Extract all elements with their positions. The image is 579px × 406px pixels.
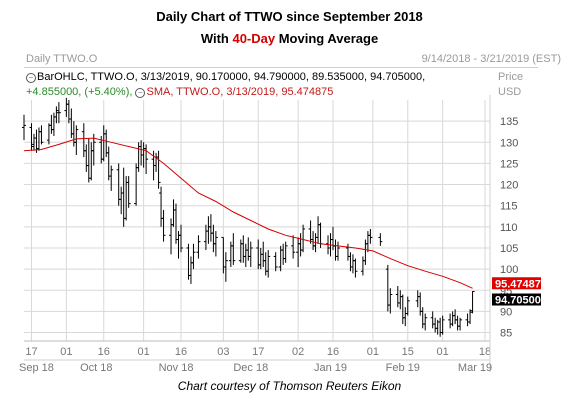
header-divider — [24, 67, 538, 68]
sma-price-tag-bg — [492, 277, 541, 290]
y-tick-label: 105 — [500, 243, 518, 255]
month-label: Sep 18 — [19, 362, 54, 374]
change-info-text: +4.855000, (+5.40%), — [26, 86, 133, 98]
sma-legend-toggle-icon[interactable]: – — [135, 88, 146, 98]
sma-line — [23, 137, 473, 289]
subtitle-suffix: Moving Average — [275, 31, 379, 46]
x-tick-label: 15 — [402, 346, 414, 358]
x-tick-label: 17 — [252, 346, 264, 358]
y-tick-label: 130 — [500, 137, 518, 149]
y-tick-label: 125 — [500, 158, 518, 170]
y-tick-label: 85 — [500, 328, 512, 340]
x-tick-label: 01 — [437, 346, 449, 358]
chart-subtitle: With 40-Day Moving Average — [0, 31, 579, 46]
x-tick-label: 01 — [60, 346, 72, 358]
month-label: Feb 19 — [386, 362, 420, 374]
y-tick-label: 100 — [500, 264, 518, 276]
x-tick-label: 01 — [367, 346, 379, 358]
month-label: Nov 18 — [159, 362, 194, 374]
ohlc-info-text: BarOHLC, TTWO.O, 3/13/2019, 90.170000, 9… — [37, 71, 426, 83]
subtitle-prefix: With — [200, 31, 233, 46]
x-tick-label: 17 — [25, 346, 37, 358]
y-tick-label: 120 — [500, 180, 518, 192]
y-tick-label: 90 — [500, 306, 512, 318]
last-price-tag-bg — [492, 293, 541, 306]
month-label: Oct 18 — [80, 362, 112, 374]
price-axis-title: Price — [498, 71, 524, 83]
x-tick-label: 16 — [327, 346, 339, 358]
y-tick-label: 115 — [500, 201, 518, 213]
ohlc-info-line: – BarOHLC, TTWO.O, 3/13/2019, 90.170000, … — [26, 71, 425, 83]
x-tick-label: 03 — [217, 346, 229, 358]
chart-name-label: Daily TTWO.O — [26, 53, 98, 65]
legend-toggle-icon[interactable]: – — [26, 73, 36, 83]
change-info-line: +4.855000, (+5.40%), – SMA, TTWO.O, 3/13/… — [26, 86, 333, 98]
chart-caption: Chart courtesy of Thomson Reuters Eikon — [177, 379, 402, 393]
y-tick-label: 110 — [500, 222, 518, 234]
y-tick-label: 135 — [500, 116, 518, 128]
chart-title: Daily Chart of TTWO since September 2018 — [156, 9, 423, 24]
x-tick-label: 18 — [479, 346, 491, 358]
date-range-label: 9/14/2018 - 3/21/2019 (EST) — [421, 53, 561, 65]
x-tick-label: 01 — [137, 346, 149, 358]
month-label: Jan 19 — [314, 362, 347, 374]
x-tick-label: 16 — [98, 346, 110, 358]
sma-price-tag: 95.474875 — [495, 278, 547, 290]
sma-info-text: SMA, TTWO.O, 3/13/2019, 95.474875 — [146, 86, 334, 98]
x-tick-label: 16 — [175, 346, 187, 358]
last-price-tag: 94.705000 — [495, 295, 547, 307]
month-label: Mar 19 — [458, 362, 492, 374]
price-axis-unit: USD — [498, 86, 522, 98]
month-label: Dec 18 — [233, 362, 268, 374]
x-tick-label: 02 — [292, 346, 304, 358]
subtitle-highlight: 40-Day — [232, 31, 276, 46]
